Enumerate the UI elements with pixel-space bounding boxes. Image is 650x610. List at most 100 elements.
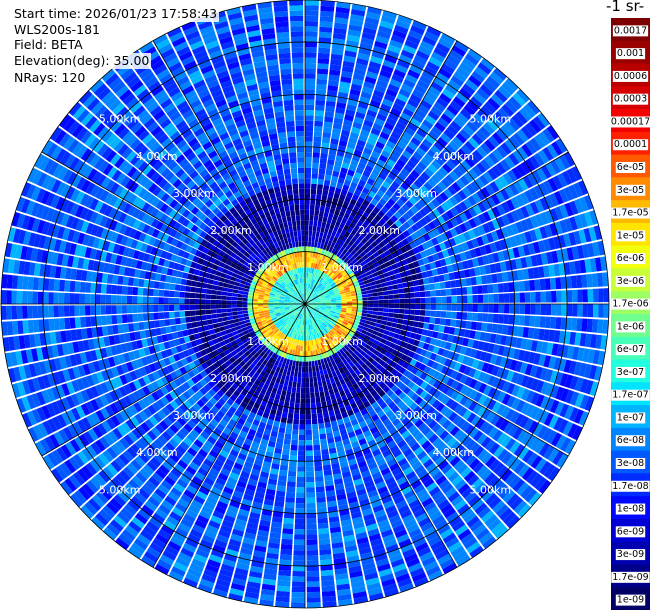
range-gate-cell [325,302,332,304]
range-gate-cell [311,268,315,274]
range-gate-cell [462,304,468,312]
range-gate-cell [482,373,491,384]
range-gate-cell [394,228,403,236]
range-gate-cell [330,310,336,314]
range-gate-cell [444,281,451,289]
range-gate-cell [471,238,480,248]
range-gate-cell [294,529,305,535]
range-gate-cell [296,387,301,393]
range-gate-cell [506,395,516,408]
range-gate-cell [299,419,305,425]
range-gate-cell [444,199,454,209]
range-gate-cell [314,392,320,398]
range-gate-cell [315,300,321,303]
range-gate-cell [336,304,342,306]
range-gate-cell [543,329,550,341]
range-gate-cell [429,352,438,361]
range-gate-cell [336,265,342,271]
range-gate-cell [305,434,313,441]
range-gate-cell [571,166,582,181]
range-gate-cell [302,361,305,367]
range-gate-cell [496,324,504,334]
range-gate-cell [554,191,564,205]
range-gate-cell [511,397,521,410]
range-gate-cell [323,313,329,317]
range-gate-cell [391,279,398,285]
range-gate-cell [294,518,305,525]
range-gate-cell [332,128,341,135]
range-gate-cell [363,147,373,156]
range-gate-cell [340,311,346,315]
range-gate-cell [441,304,447,311]
range-gate-cell [319,391,325,398]
range-gate-cell [279,464,288,471]
range-gate-cell [367,66,380,75]
range-gate-cell [389,274,396,281]
range-gate-cell [319,309,325,313]
range-gate-cell [474,66,489,79]
range-gate-cell [305,110,314,116]
range-gate-cell [293,555,305,561]
range-gate-cell [417,244,425,253]
range-gate-cell [325,169,333,176]
range-gate-cell [428,368,436,377]
range-gate-cell [450,370,459,380]
range-gate-cell [300,345,303,352]
range-gate-cell [432,253,440,262]
range-gate-cell [375,141,385,150]
range-gate-cell [308,295,312,301]
range-gate-cell [496,216,506,228]
range-gate-cell [324,116,334,123]
range-gate-cell [383,163,393,172]
range-gate-cell [409,64,423,75]
range-gate-cell [472,204,482,215]
range-gate-cell [401,238,409,246]
range-gate-cell [491,273,498,284]
range-gate-cell [545,162,557,177]
range-gate-cell [320,278,325,284]
range-gate-cell [354,68,366,76]
range-gate-cell [305,47,317,53]
range-gate-cell [513,315,520,326]
range-gate-cell [503,421,514,434]
range-gate-cell [332,275,338,281]
range-gate-cell [457,190,467,201]
range-gate-cell [299,424,305,430]
range-gate-cell [299,414,305,420]
range-gate-cell [437,117,449,128]
range-gate-cell [501,368,510,380]
range-gate-cell [549,399,560,414]
range-gate-cell [460,108,473,120]
range-gate-cell [312,231,316,237]
range-gate-cell [558,330,566,344]
range-gate-cell [483,294,489,303]
range-gate-cell [388,331,395,338]
range-gate-cell [505,336,513,347]
range-gate-cell [426,61,440,72]
range-gate-cell [306,555,319,561]
range-gate-cell [419,291,426,298]
range-gate-cell [292,560,305,567]
range-gate-cell [534,408,545,422]
range-gate-cell [471,359,480,369]
range-gate-cell [583,228,592,243]
range-gate-cell [390,131,401,140]
range-gate-cell [391,263,398,270]
range-gate-cell [523,104,536,118]
range-gate-cell [507,118,520,132]
range-gate-cell [453,235,462,245]
range-gate-cell [564,218,573,232]
range-gate-cell [312,285,316,291]
range-gate-cell [441,266,449,274]
range-gate-cell [431,125,443,137]
range-gate-cell [533,185,544,199]
range-gate-cell [500,142,512,155]
range-gate-cell [324,421,332,429]
range-gate-cell [404,270,412,277]
range-gate-cell [495,228,504,240]
range-gate-cell [276,590,290,598]
range-gate-cell [314,210,320,216]
range-gate-cell [316,375,322,382]
range-gate-cell [375,237,382,245]
range-gate-cell [329,235,335,242]
